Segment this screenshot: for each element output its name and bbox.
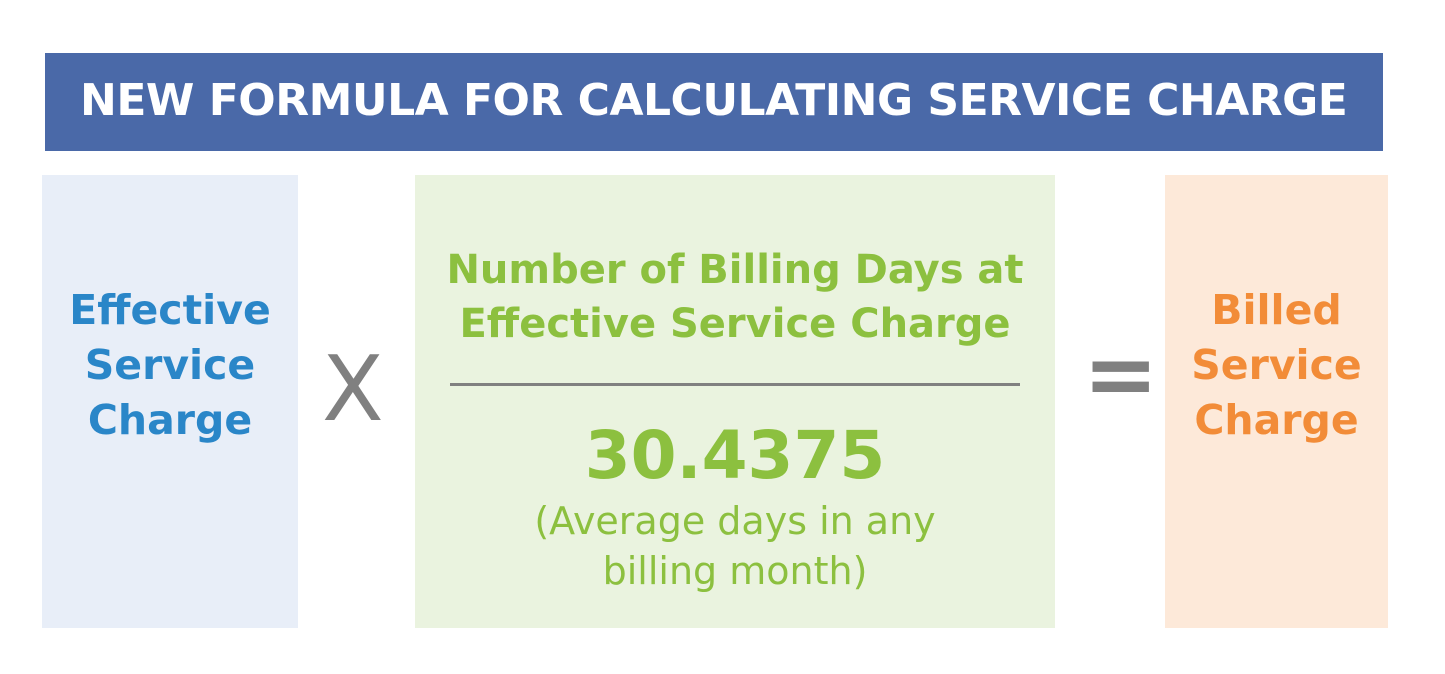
billed-service-charge-box: Billed Service Charge xyxy=(1165,175,1388,628)
equals-operator: = xyxy=(1083,322,1159,427)
multiply-operator: X xyxy=(322,337,384,442)
fraction-box: Number of Billing Days at Effective Serv… xyxy=(415,175,1055,628)
title-banner: NEW FORMULA FOR CALCULATING SERVICE CHAR… xyxy=(45,53,1383,151)
denominator-note: (Average days in any billing month) xyxy=(534,499,936,593)
title: NEW FORMULA FOR CALCULATING SERVICE CHAR… xyxy=(80,75,1348,126)
fraction-line xyxy=(450,383,1020,386)
denominator: 30.4375 xyxy=(584,417,886,494)
left-term: Effective Service Charge xyxy=(69,286,271,444)
result-term: Billed Service Charge xyxy=(1191,286,1362,444)
numerator: Number of Billing Days at Effective Serv… xyxy=(446,247,1024,347)
effective-service-charge-box: Effective Service Charge xyxy=(42,175,298,628)
